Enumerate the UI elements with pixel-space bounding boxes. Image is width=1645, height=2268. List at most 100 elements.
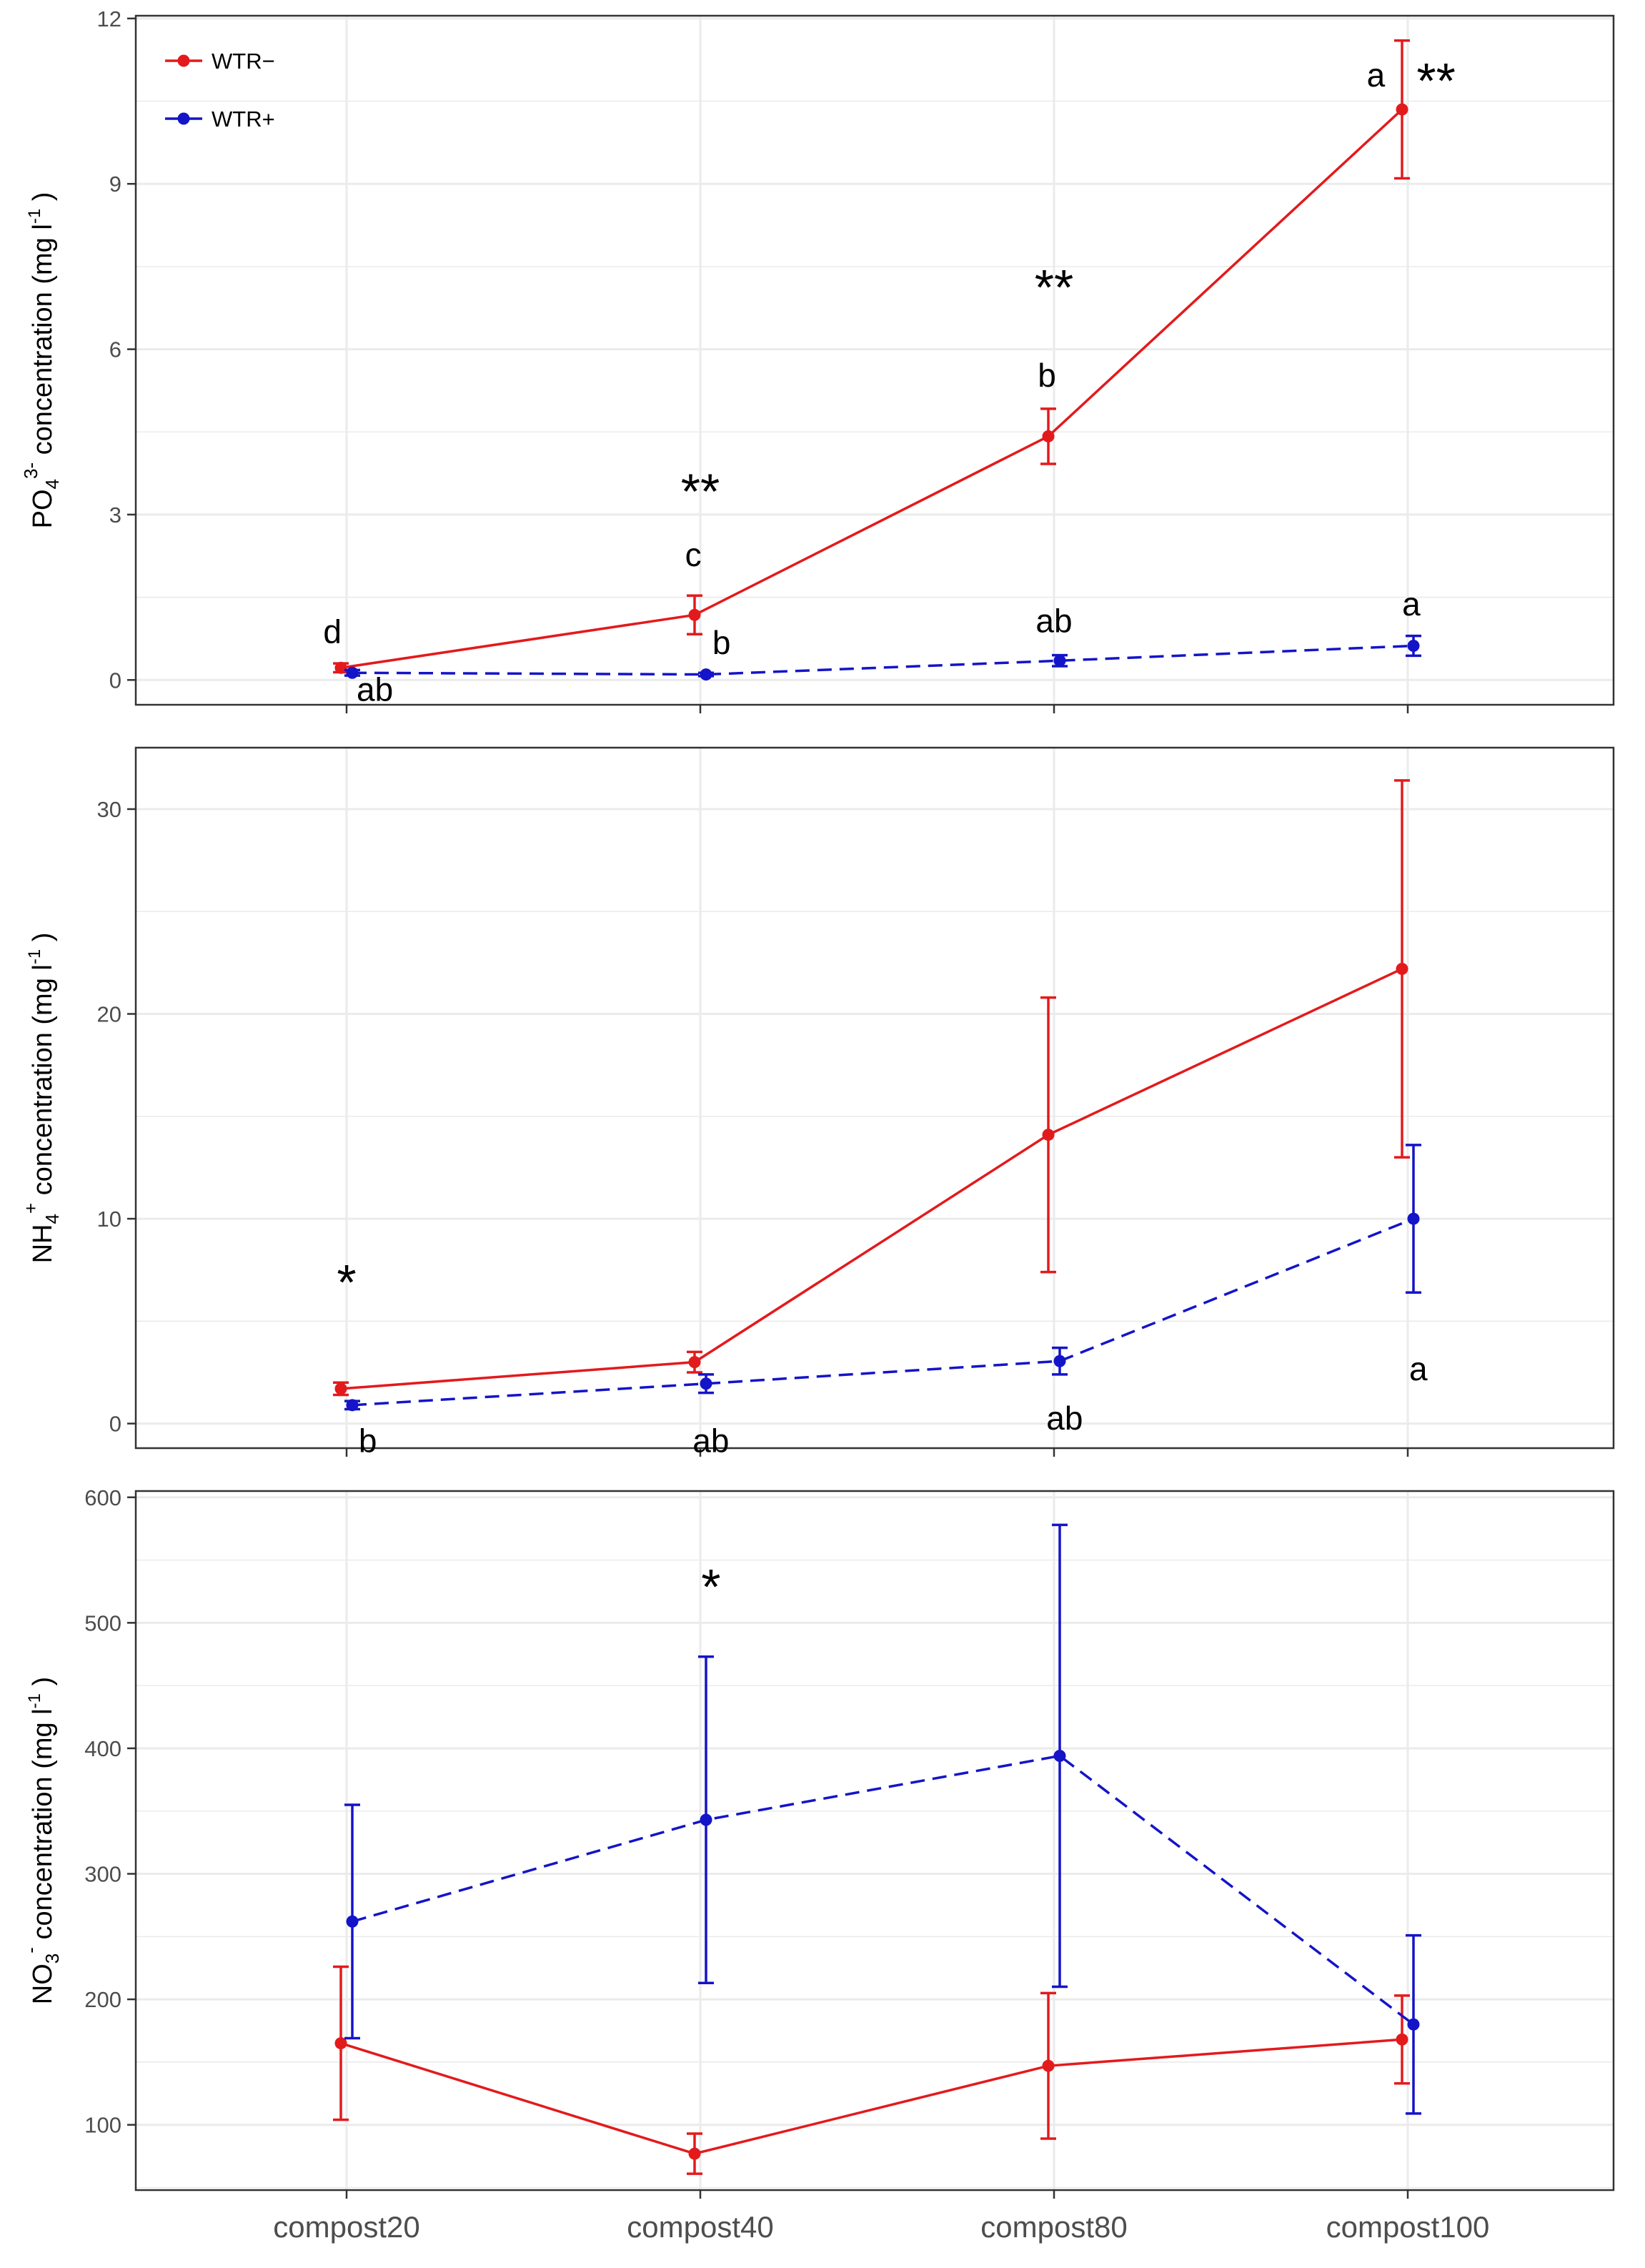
- series-line: [340, 2038, 1403, 2155]
- y-axis-label: NO3- concentration (mg l-1 ): [20, 1677, 63, 2004]
- data-point: [688, 2147, 701, 2160]
- y-tick-label: 9: [109, 172, 121, 197]
- y-label-end: ): [28, 1677, 58, 1693]
- y-label-base: NH: [28, 1224, 58, 1264]
- x-tick-label: compost20: [273, 2210, 419, 2244]
- significance-marker: **: [681, 463, 720, 519]
- data-point: [1407, 639, 1420, 652]
- data-point: [1396, 2033, 1408, 2046]
- data-point: [1407, 2018, 1420, 2031]
- series-line: [352, 1217, 1414, 1407]
- y-tick-label: 100: [84, 2113, 121, 2138]
- letter-annotation: a: [1402, 585, 1421, 623]
- panel-border: [134, 1490, 1615, 2192]
- panel-nh4: 0 10 20 30 NH4+ concentration (mg l-1 ) * b ab a…: [20, 746, 1615, 1459]
- letter-annotation: a: [1409, 1350, 1428, 1387]
- series-wtr-: [333, 39, 1410, 674]
- panel-no3: 100 200 300 400 500 600 NO3- concentration (mg…: [20, 1485, 1615, 2244]
- y-tick-label: 3: [109, 502, 121, 528]
- grid-no3: [136, 1491, 1614, 2190]
- x-tick-label: compost80: [980, 2210, 1127, 2244]
- series-wtr-: [333, 1965, 1410, 2175]
- legend-key-point: [177, 112, 190, 125]
- series-line: [340, 108, 1403, 670]
- letter-annotation: a: [1367, 56, 1386, 94]
- significance-marker: **: [1035, 259, 1073, 315]
- y-label-subscript: 3: [41, 1953, 63, 1964]
- letter-annotation: b: [712, 624, 731, 661]
- letter-annotation: ab: [1035, 602, 1072, 639]
- letter-annotation: ab: [1046, 1400, 1083, 1437]
- y-label-end: ): [28, 192, 58, 209]
- y-label-text: concentration (mg l: [28, 224, 58, 462]
- y-tick-label: 20: [97, 1002, 121, 1027]
- data-point: [700, 1813, 712, 1826]
- x-tick-label: compost40: [627, 2210, 773, 2244]
- significance-marker: *: [337, 1254, 356, 1310]
- y-label-superscript: +: [20, 1203, 41, 1214]
- significance-marker: *: [701, 1559, 720, 1615]
- y-tick-label: 12: [97, 6, 121, 31]
- y-label-text: concentration (mg l: [28, 964, 58, 1203]
- legend-label: WTR−: [212, 49, 275, 74]
- y-tick-label: 500: [84, 1610, 121, 1635]
- y-tick-label: 600: [84, 1485, 121, 1510]
- data-point: [334, 1382, 347, 1395]
- letter-annotation: ab: [357, 671, 393, 708]
- series-line: [340, 967, 1403, 1390]
- series-line: [352, 1754, 1415, 2026]
- y-label-end: ): [28, 933, 58, 949]
- y-tick-label: 0: [109, 1412, 121, 1437]
- y-label-unit-superscript: -1: [25, 209, 44, 224]
- series-wtr-: [333, 779, 1410, 1397]
- series-wtr+: [344, 1523, 1421, 2115]
- series-wtr+: [344, 634, 1421, 681]
- legend: WTR− WTR+: [165, 49, 275, 132]
- letter-annotation: c: [685, 536, 702, 573]
- y-tick-label: 300: [84, 1862, 121, 1887]
- series-wtr+: [344, 1144, 1421, 1412]
- significance-marker: **: [1416, 53, 1455, 109]
- data-point: [1396, 103, 1408, 116]
- y-label-subscript: 4: [41, 1214, 63, 1224]
- data-point: [1042, 430, 1055, 442]
- legend-item-wtr+: WTR+: [165, 107, 275, 132]
- grid-nh4: [136, 748, 1614, 1448]
- data-point: [1396, 962, 1408, 975]
- letter-annotation: d: [323, 613, 342, 650]
- legend-item-wtr-: WTR−: [165, 49, 275, 74]
- y-label-unit-superscript: -1: [25, 1693, 44, 1708]
- letter-annotation: ab: [692, 1422, 729, 1459]
- y-axis-label: PO43- concentration (mg l-1 ): [20, 192, 63, 529]
- data-point: [688, 608, 701, 621]
- y-label-text: concentration (mg l: [28, 1708, 58, 1947]
- data-point: [688, 1356, 701, 1369]
- y-label-base: PO: [28, 489, 58, 528]
- legend-label: WTR+: [212, 107, 275, 132]
- legend-key-point: [177, 54, 190, 67]
- data-point: [346, 1915, 359, 1928]
- x-tick-label: compost100: [1326, 2210, 1490, 2244]
- data-point: [346, 666, 359, 679]
- data-point: [1042, 1129, 1055, 1142]
- y-tick-label: 200: [84, 1987, 121, 2012]
- data-point: [700, 668, 712, 681]
- y-label-superscript: -: [20, 1947, 41, 1953]
- data-point: [1053, 1355, 1066, 1367]
- letter-annotation: b: [359, 1422, 377, 1459]
- y-tick-label: 30: [97, 797, 121, 822]
- y-tick-label: 400: [84, 1736, 121, 1761]
- data-point: [334, 2037, 347, 2050]
- data-point: [1053, 1749, 1066, 1762]
- panel-border: [134, 746, 1615, 1450]
- data-point: [700, 1377, 712, 1390]
- y-label-unit-superscript: -1: [25, 949, 44, 964]
- letter-annotation: b: [1038, 357, 1056, 394]
- data-point: [1053, 654, 1066, 667]
- grid-po4: [136, 16, 1614, 705]
- y-label-base: NO: [28, 1964, 58, 2004]
